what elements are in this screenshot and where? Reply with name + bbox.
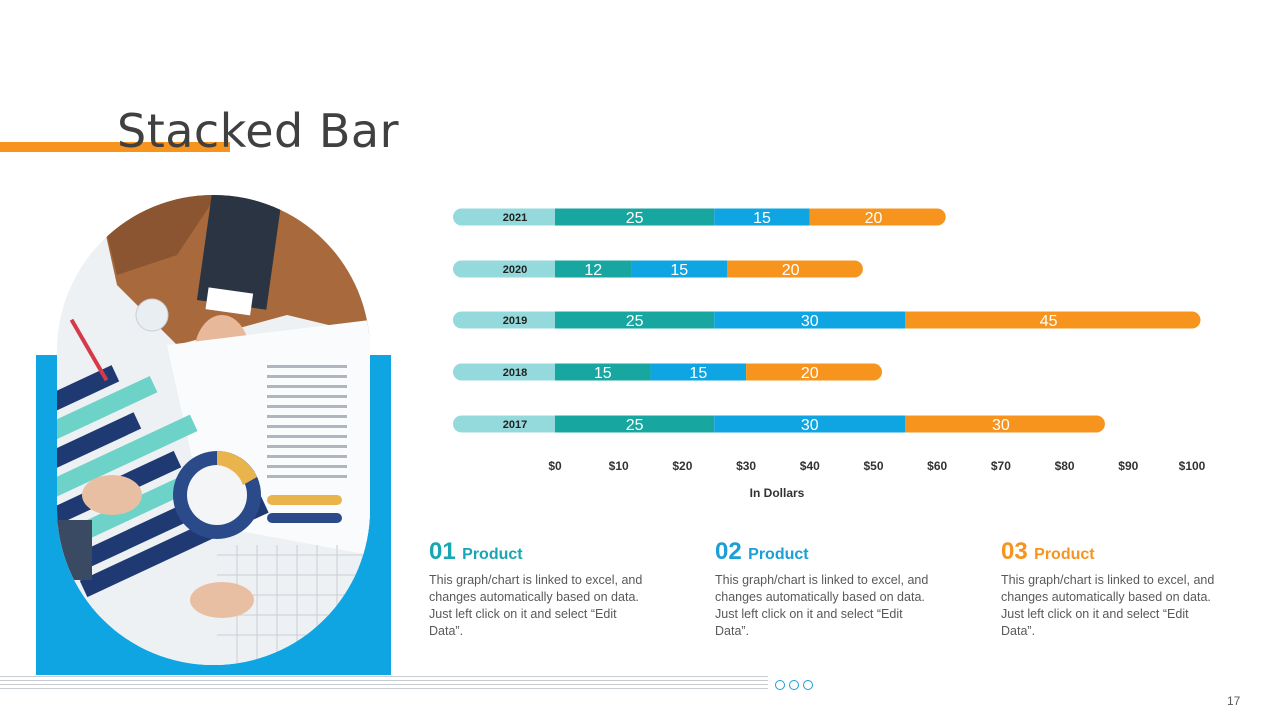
product-3-number: 03 [1001, 538, 1028, 565]
x-tick-label: $0 [548, 459, 562, 473]
slide-title: Stacked Bar [117, 104, 399, 158]
bar-value-label: 15 [753, 210, 771, 227]
bar-value-label: 45 [1040, 313, 1058, 330]
bar-segment [555, 311, 715, 329]
product-1-number: 01 [429, 538, 456, 565]
bar-segment [726, 260, 855, 278]
bar-segment [809, 208, 938, 226]
product-2-number: 02 [715, 538, 742, 565]
product-card-3: 03 Product This graph/chart is linked to… [1001, 538, 1216, 640]
bar-value-label: 20 [801, 365, 819, 382]
year-label-pill [453, 415, 565, 433]
bar-value-label: 25 [626, 210, 644, 227]
product-1-label: Product [462, 546, 523, 563]
bar-segment [905, 311, 1192, 329]
product-2-description: This graph/chart is linked to excel, and… [715, 573, 929, 638]
bar-value-label: 12 [584, 262, 602, 279]
product-card-2: 02 Product This graph/chart is linked to… [715, 538, 930, 640]
bar-segment [905, 415, 1097, 433]
bar-segment [650, 363, 747, 381]
x-tick-label: $30 [736, 459, 756, 473]
bar-value-label: 30 [992, 417, 1010, 434]
bar-segment [631, 260, 727, 278]
page-number: 17 [1227, 694, 1241, 708]
bar-segment [746, 363, 874, 381]
product-1-description: This graph/chart is linked to excel, and… [429, 573, 643, 638]
bar-segment [555, 415, 715, 433]
bar-value-label: 30 [801, 417, 819, 434]
dot-icon [789, 680, 799, 690]
category-label: 2020 [503, 264, 527, 276]
x-tick-label: $70 [991, 459, 1011, 473]
footer-lines [0, 676, 768, 692]
bar-value-label: 20 [782, 262, 800, 279]
year-label-pill [453, 311, 565, 329]
bar-segment [714, 311, 906, 329]
year-label-pill [453, 208, 565, 226]
product-2-label: Product [748, 546, 809, 563]
bar-segment [555, 208, 715, 226]
category-label: 2018 [503, 367, 527, 379]
x-tick-label: $40 [800, 459, 820, 473]
bar-segment [555, 260, 632, 278]
bar-value-label: 30 [801, 313, 819, 330]
x-tick-label: $20 [672, 459, 692, 473]
bar-segment [714, 415, 906, 433]
bar-value-label: 15 [594, 365, 612, 382]
category-label: 2021 [503, 212, 527, 224]
bar-value-label: 25 [626, 417, 644, 434]
bar-value-label: 20 [865, 210, 883, 227]
product-card-1: 01 Product This graph/chart is linked to… [429, 538, 644, 640]
x-tick-label: $100 [1179, 459, 1206, 473]
product-3-description: This graph/chart is linked to excel, and… [1001, 573, 1215, 638]
bar-value-label: 15 [670, 262, 688, 279]
pagination-dots [775, 680, 813, 690]
x-tick-label: $60 [927, 459, 947, 473]
x-tick-label: $50 [863, 459, 883, 473]
year-label-pill [453, 363, 565, 381]
x-tick-label: $10 [609, 459, 629, 473]
category-label: 2019 [503, 315, 527, 327]
bar-segment [714, 208, 810, 226]
year-label-pill [453, 260, 565, 278]
dot-icon [803, 680, 813, 690]
bar-segment [555, 363, 651, 381]
x-tick-label: $90 [1118, 459, 1138, 473]
x-tick-label: $80 [1055, 459, 1075, 473]
x-axis-label: In Dollars [750, 486, 805, 500]
title-accent-bar [0, 142, 230, 152]
bar-value-label: 15 [689, 365, 707, 382]
bar-value-label: 25 [626, 313, 644, 330]
product-3-label: Product [1034, 546, 1095, 563]
business-analysis-photo [57, 195, 370, 665]
dot-icon [775, 680, 785, 690]
category-label: 2017 [503, 419, 527, 431]
